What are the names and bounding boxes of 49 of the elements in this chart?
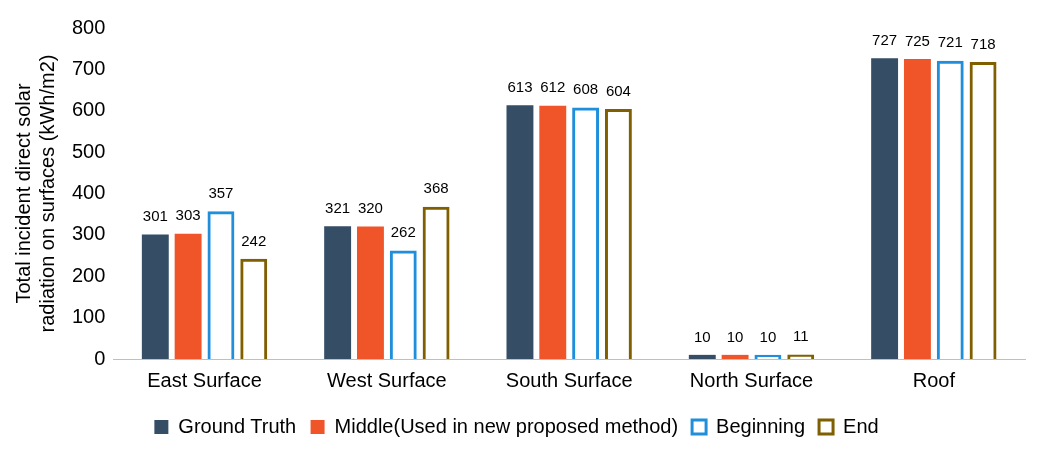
y-tick-label: 400 <box>71 181 106 204</box>
bar <box>721 354 749 359</box>
x-tick-label: North Surface <box>689 368 814 391</box>
y-tick-label: 800 <box>71 15 106 38</box>
data-label: 10 <box>693 327 711 345</box>
y-tick-label: 200 <box>71 263 106 286</box>
data-label: 608 <box>573 80 599 98</box>
data-label: 612 <box>540 78 566 96</box>
data-label: 368 <box>423 179 449 197</box>
data-label: 718 <box>970 34 996 52</box>
bar <box>506 105 534 359</box>
y-tick-label: 500 <box>71 139 106 162</box>
data-label: 727 <box>872 30 898 48</box>
data-label: 262 <box>390 223 416 241</box>
data-label: 604 <box>605 81 631 99</box>
data-label: 10 <box>726 327 744 345</box>
x-tick-label: South Surface <box>505 368 633 391</box>
x-tick-label: East Surface <box>147 368 262 391</box>
bar <box>174 233 202 359</box>
bar <box>324 226 352 359</box>
data-label: 721 <box>937 33 963 51</box>
data-label: 357 <box>208 183 234 201</box>
data-label: 613 <box>507 78 533 96</box>
legend-label: Middle(Used in new proposed method) <box>334 414 679 437</box>
bar <box>871 58 899 359</box>
y-tick-label: 600 <box>71 98 106 121</box>
y-axis-title: Total incident direct solar radiation on surfaces (kWh/m2) <box>11 54 58 333</box>
legend-label: End <box>843 414 879 437</box>
legend-label: Beginning <box>716 414 806 437</box>
x-tick-label: Roof <box>912 368 956 391</box>
x-tick-label: West Surface <box>327 368 447 391</box>
data-label: 303 <box>175 206 201 224</box>
data-label: 320 <box>357 199 383 217</box>
bar <box>539 105 567 359</box>
bar <box>903 59 931 359</box>
bar <box>688 354 716 359</box>
data-label: 10 <box>759 327 777 345</box>
legend-label: Ground Truth <box>178 414 297 437</box>
data-label: 321 <box>325 198 351 216</box>
data-label: 301 <box>142 207 168 225</box>
data-label: 725 <box>904 31 930 49</box>
bar <box>141 234 169 359</box>
y-tick-label: 700 <box>71 56 106 79</box>
data-label: 242 <box>241 231 267 249</box>
bar <box>356 226 384 359</box>
y-tick-label: 300 <box>71 222 106 245</box>
y-tick-label: 0 <box>94 346 106 369</box>
y-tick-label: 100 <box>71 305 106 328</box>
data-label: 11 <box>792 327 809 345</box>
